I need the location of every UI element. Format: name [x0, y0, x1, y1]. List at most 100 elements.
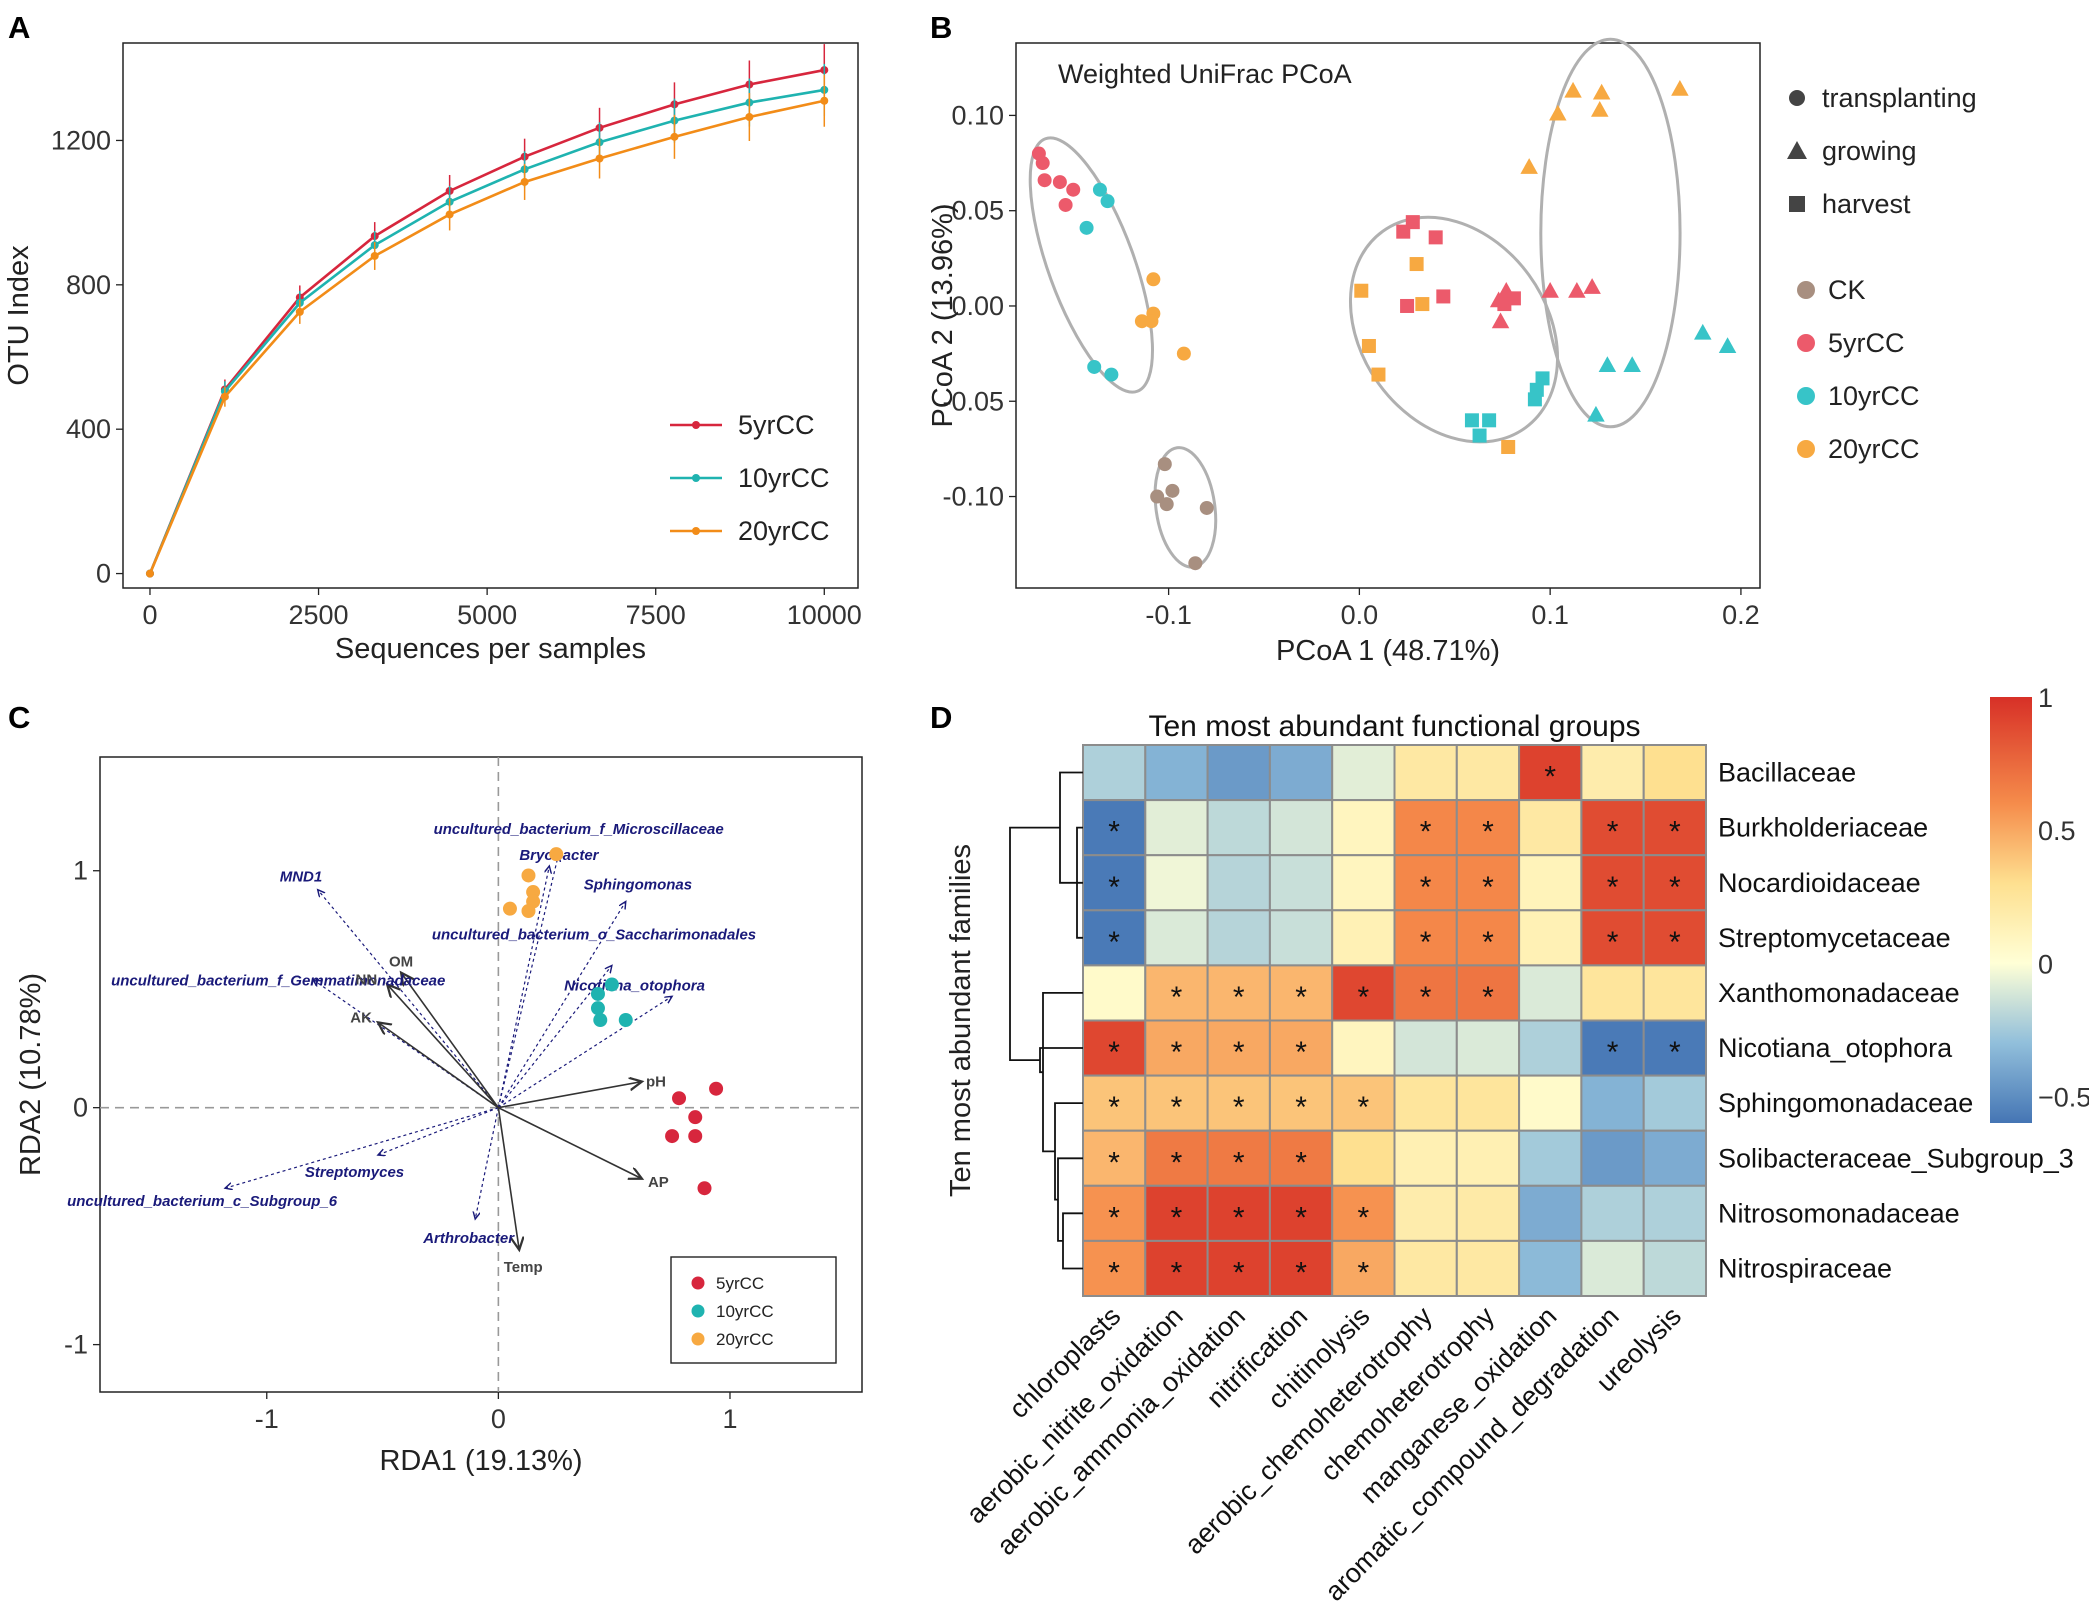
data-point — [1464, 413, 1479, 428]
series-line-20yrCC — [148, 99, 825, 575]
data-point — [1472, 428, 1487, 443]
heatmap-cell — [1455, 744, 1521, 802]
x-tick-label: 0.2 — [1722, 600, 1760, 630]
env-label: AP — [648, 1174, 669, 1191]
plot-title: Weighted UniFrac PCoA — [1058, 59, 1352, 89]
data-point — [1520, 158, 1538, 174]
heatmap-cell — [1455, 1239, 1521, 1298]
colorbar-tick-label: 0.5 — [2038, 816, 2076, 846]
heatmap-cell — [1642, 1239, 1707, 1298]
significance-mark: * — [1482, 871, 1494, 904]
data-point — [1491, 312, 1510, 329]
data-point — [295, 307, 304, 316]
significance-mark: * — [1233, 981, 1245, 1014]
env-vector — [498, 1106, 642, 1179]
y-axis-title: RDA2 (10.78%) — [15, 973, 47, 1176]
heatmap-cell — [1580, 1129, 1645, 1187]
significance-mark: * — [1233, 1201, 1245, 1234]
taxa-vector — [497, 902, 625, 1108]
significance-mark: * — [1295, 1036, 1307, 1069]
y-tick-label: 0.10 — [951, 100, 1004, 130]
heatmap-cell — [1206, 744, 1271, 802]
taxa-label: Sphingomonas — [584, 877, 692, 894]
y-tick-label: -0.05 — [942, 386, 1004, 416]
taxa-label: Arthrobacter — [422, 1230, 515, 1247]
significance-mark: * — [1482, 981, 1494, 1014]
heatmap-cell — [1642, 964, 1707, 1022]
data-point — [1482, 413, 1497, 428]
significance-mark: * — [1295, 1146, 1307, 1179]
legend-label: harvest — [1822, 189, 1911, 219]
legend-marker — [691, 1304, 705, 1318]
row-label: Nitrospiraceae — [1718, 1253, 1892, 1283]
data-point — [618, 1013, 633, 1028]
plot-frame — [122, 42, 859, 589]
legend-marker — [692, 474, 700, 482]
significance-mark: * — [1420, 871, 1432, 904]
significance-mark: * — [1295, 981, 1307, 1014]
data-point — [590, 986, 605, 1001]
data-point — [1092, 182, 1107, 197]
data-point — [1592, 83, 1611, 100]
legend-marker — [692, 527, 700, 535]
colorbar-tick-label: −0.5 — [2038, 1082, 2089, 1112]
x-tick-label: 1 — [722, 1404, 737, 1434]
env-vector — [378, 1022, 499, 1109]
significance-mark: * — [1171, 1091, 1183, 1124]
heatmap-cell — [1268, 854, 1334, 912]
heatmap-cell — [1144, 854, 1209, 912]
heatmap-cell — [1206, 1129, 1271, 1187]
row-label: Nocardioidaceae — [1718, 868, 1921, 898]
data-point — [1066, 182, 1081, 197]
taxa-label: Streptomyces — [305, 1164, 404, 1181]
heatmap-cell — [1268, 744, 1334, 802]
group-ellipse — [1028, 136, 1154, 394]
taxa-label: uncultured_bacterium_c_Subgroup_6 — [67, 1193, 338, 1210]
heatmap-cell — [1082, 1239, 1147, 1298]
heatmap-cell — [1268, 799, 1334, 857]
data-point — [1623, 356, 1641, 373]
heatmap-cell — [1518, 1019, 1583, 1077]
data-point — [1428, 230, 1443, 245]
heatmap-cell — [1144, 1129, 1209, 1187]
x-tick-label: 0.1 — [1531, 600, 1569, 630]
data-point — [1058, 197, 1073, 212]
plot-frame — [99, 756, 863, 1393]
legend-marker — [691, 1276, 705, 1290]
heatmap-cell — [1393, 1019, 1458, 1077]
data-point — [670, 132, 679, 141]
heatmap-cell — [1082, 1129, 1147, 1187]
legend-label: CK — [1828, 275, 1866, 305]
env-label: pH — [646, 1074, 666, 1091]
heatmap-cell — [1144, 1184, 1209, 1242]
heatmap-cell — [1455, 1019, 1521, 1077]
significance-mark: * — [1295, 1091, 1307, 1124]
taxa-vector — [475, 1107, 499, 1219]
series-line-10yrCC — [148, 88, 825, 575]
env-vector — [497, 1107, 519, 1250]
significance-mark: * — [1171, 981, 1183, 1014]
data-point — [697, 1181, 712, 1196]
heatmap-cell — [1331, 854, 1396, 912]
row-label: Solibacteraceae_Subgroup_3 — [1718, 1143, 2074, 1173]
legend-label: transplanting — [1822, 83, 1977, 113]
significance-mark: * — [1669, 1036, 1681, 1069]
heatmap-cell — [1206, 1019, 1271, 1077]
significance-mark: * — [1544, 761, 1556, 794]
heatmap-cell — [1455, 1129, 1521, 1187]
legend-label: 20yrCC — [716, 1330, 774, 1349]
heatmap-cell — [1580, 1184, 1645, 1242]
heatmap-cell — [1580, 1239, 1645, 1298]
taxa-vector — [378, 1107, 499, 1155]
heatmap-cell — [1331, 1074, 1396, 1132]
heatmap-cell — [1206, 909, 1271, 967]
significance-mark: * — [1295, 1201, 1307, 1234]
taxa-vector — [318, 890, 499, 1109]
significance-mark: * — [1171, 1146, 1183, 1179]
significance-mark: * — [1108, 1036, 1120, 1069]
data-point — [1415, 297, 1430, 312]
taxa-vector — [497, 854, 558, 1108]
y-tick-label: 1200 — [51, 125, 111, 155]
x-tick-label: -0.1 — [1145, 600, 1192, 630]
heatmap-cell — [1393, 1129, 1458, 1187]
